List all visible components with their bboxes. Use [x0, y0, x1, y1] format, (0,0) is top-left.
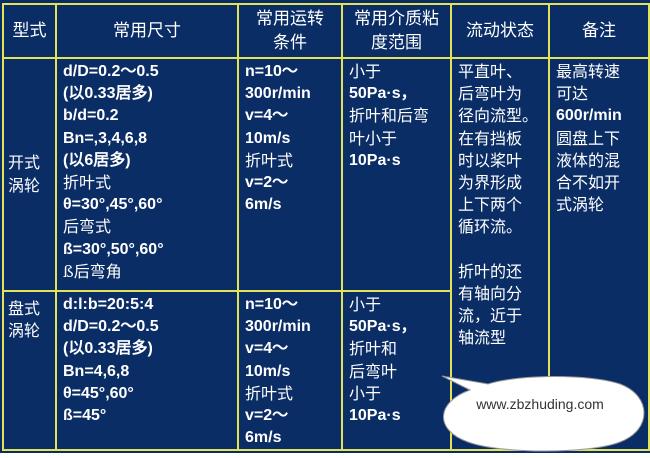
cell-line: 液体的混 [556, 150, 621, 170]
cell-line: 折叶式 [63, 173, 112, 193]
conditions-cell: n=10～ 300r/min v=4～ 10m/s 折叶式 v=2～ 6m/s [237, 289, 343, 452]
cell-line: ß=45° [63, 407, 107, 425]
header-type: 型式 [2, 3, 57, 59]
header-label: 备注 [582, 21, 616, 41]
cell-line: Bn=,3,4,6,8 [63, 129, 148, 147]
header-line: 条件 [273, 33, 307, 53]
cell-line: 为界形成 [458, 173, 523, 193]
cell-line: d:l:b=20:5:4 [63, 296, 154, 313]
header-row: 型式 常用尺寸 常用运转条件 常用介质粘度范围 流动状态 备注 [2, 3, 650, 59]
size-cell: d:l:b=20:5:4 d/D=0.2～0.5 (以0.33居多) Bn=4,6,8… [55, 289, 239, 452]
header-flow: 流动状态 [450, 3, 550, 59]
cell-line: (以0.33居多) [63, 85, 153, 103]
type-cell: 开式 涡轮 [2, 57, 57, 292]
header-conditions: 常用运转 条件 [237, 3, 343, 59]
watermark-text: www.zbzhuding.com [476, 396, 604, 412]
cell-line: 涡轮 [8, 175, 41, 195]
cell-line: 可达 [556, 84, 589, 104]
header-viscosity: 常用介质粘 度范围 [341, 3, 452, 59]
cell-line: 在有挡板 [458, 128, 523, 148]
cell-line: n=10～ [245, 296, 298, 313]
cell-line: 300r/min [245, 318, 311, 336]
cell-line: θ=45°,60° [63, 384, 134, 402]
cell-line: 50Pa·s， [349, 318, 417, 336]
cell-line: 折叶式 [245, 383, 294, 403]
viscosity-cell: 小于 50Pa·s， 折叶和后弯叶小于 10Pa·s [341, 57, 452, 292]
cell-line: 6m/s [245, 429, 282, 447]
speech-bubble [441, 375, 645, 452]
cell-line: 上下两个 [458, 195, 523, 215]
header-size: 常用尺寸 [55, 3, 239, 59]
table-row: 盘式涡轮 d:l:b=20:5:4 d/D=0.2～0.5 (以0.33居多) Bn=… [2, 289, 649, 452]
cell-line: 折叶的还 [458, 261, 523, 281]
cell-line: v=4～ [245, 107, 289, 125]
cell-line: v=2～ [245, 407, 289, 425]
cell-line: 折叶和 [349, 339, 398, 359]
cell-line: 50Pa·s， [349, 85, 417, 103]
cell-line: 后弯叶为 [458, 84, 523, 104]
cell-line: Bn=4,6,8 [63, 362, 130, 380]
cell-line: 10Pa·s [349, 151, 401, 169]
cell-line: 圆盘上下 [556, 128, 621, 148]
cell-line: b/d=0.2 [63, 107, 119, 125]
cell-line: 10m/s [245, 362, 291, 380]
cell-line: 时以桨叶 [458, 150, 523, 170]
cell-line: 式涡轮 [556, 195, 605, 215]
type-cell: 盘式 涡轮 [2, 289, 57, 452]
conditions-cell: n=10～ 300r/min v=4～ 10m/s 折叶式 v=2～ 6m/s [237, 57, 343, 292]
cell-line: v=2～ [245, 174, 289, 192]
cell-line: 小于 [349, 295, 382, 314]
cell-line: 6m/s [245, 196, 282, 214]
header-line: 常用介质粘 [354, 9, 439, 29]
cell-line: 折叶和后弯 [349, 106, 430, 126]
remark-cell: 最高转速可达 600r/min 圆盘上下 液体的混合不如开 式涡轮 [548, 56, 650, 452]
cell-line: 最高转速 [556, 62, 621, 81]
cell-line [458, 239, 544, 261]
cell-line: 后弯式 [63, 217, 112, 237]
cell-line: 10m/s [245, 129, 291, 147]
cell-line: (以0.33居多) [63, 340, 153, 358]
header-label: 型式 [12, 21, 47, 41]
cell-line: 有轴向分 [458, 283, 523, 303]
cell-line: 径向流型。 [458, 106, 539, 126]
impeller-table: 型式 常用尺寸 常用运转 条件 常用介质粘 度范围 流动状态 备注 开式 涡轮 d/D… [2, 3, 650, 452]
cell-line: 10Pa·s [349, 407, 401, 425]
cell-line: ß后弯角 [63, 261, 122, 281]
cell-line: 开式 [8, 153, 41, 173]
cell-line: 后弯叶 [349, 361, 398, 381]
header-line: 度范围 [371, 33, 422, 53]
header-remark: 备注 [548, 3, 650, 59]
cell-line: d/D=0.2～0.5 [63, 63, 159, 80]
cell-line: 涡轮 [8, 321, 41, 341]
cell-line: 盘式 [8, 299, 41, 318]
cell-line: 小于 [349, 383, 382, 403]
cell-line: 循环流。 [458, 217, 523, 237]
cell-line: 轴流型 [458, 328, 507, 348]
cell-line: 叶小于 [349, 128, 398, 148]
header-label: 流动状态 [466, 21, 534, 41]
cell-line: 平直叶、 [458, 62, 523, 81]
cell-line: 小于 [349, 62, 382, 81]
cell-line: 300r/min [245, 85, 311, 103]
cell-line: d/D=0.2～0.5 [63, 318, 159, 336]
table-row: 开式 涡轮 d/D=0.2～0.5 (以0.33居多) b/d=0.2 Bn=,3,4,… [2, 56, 650, 452]
header-line: 常用运转 [256, 9, 324, 29]
cell-line: 折叶式 [245, 150, 294, 170]
cell-line: 流，近于 [458, 306, 523, 326]
cell-line: (以6居多) [63, 151, 131, 169]
cell-line: 合不如开 [556, 173, 621, 193]
cell-line: ß=30°,50°,60° [63, 240, 164, 258]
cell-line: θ=30°,45°,60° [63, 196, 163, 214]
size-cell: d/D=0.2～0.5 (以0.33居多) b/d=0.2 Bn=,3,4,6,8 (以… [55, 57, 239, 292]
cell-line: v=4～ [245, 340, 289, 358]
header-label: 常用尺寸 [113, 21, 181, 41]
cell-line: n=10～ [245, 63, 298, 80]
cell-line: 600r/min [556, 107, 622, 125]
